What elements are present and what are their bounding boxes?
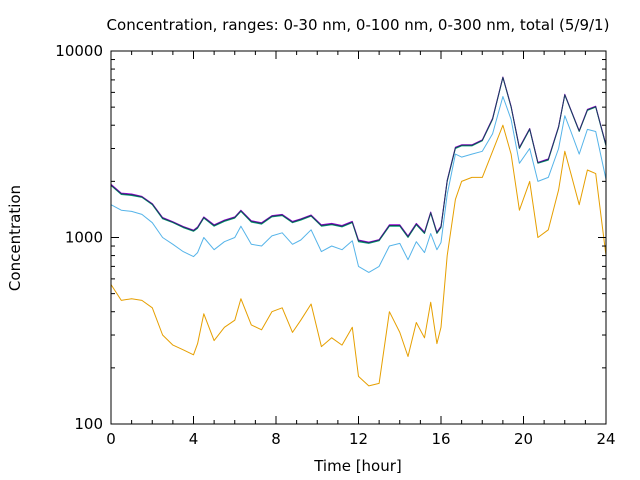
x-tick-label: 12	[349, 430, 368, 448]
series-line-3	[110, 77, 607, 244]
series-line-4	[110, 76, 607, 243]
y-axis-label: Concentration	[6, 185, 24, 291]
axes: 0 4 8 12 16 20 24 100 1000 10000	[55, 42, 615, 448]
x-tick-label: 20	[514, 430, 533, 448]
x-tick-label: 24	[596, 430, 615, 448]
x-tick-label: 0	[106, 430, 116, 448]
plot-area	[110, 76, 607, 387]
plot-frame	[110, 50, 607, 425]
series-line-2	[110, 96, 607, 273]
x-axis-label: Time [hour]	[313, 457, 402, 475]
y-tick-label: 10000	[55, 42, 103, 60]
y-tick-label: 100	[74, 415, 103, 433]
x-tick-label: 4	[189, 430, 199, 448]
chart-title: Concentration, ranges: 0-30 nm, 0-100 nm…	[107, 16, 610, 34]
series-line-1	[110, 124, 607, 387]
y-tick-label: 1000	[65, 229, 103, 247]
x-tick-label: 8	[271, 430, 281, 448]
x-tick-label: 16	[431, 430, 450, 448]
series-line-5	[110, 76, 607, 244]
